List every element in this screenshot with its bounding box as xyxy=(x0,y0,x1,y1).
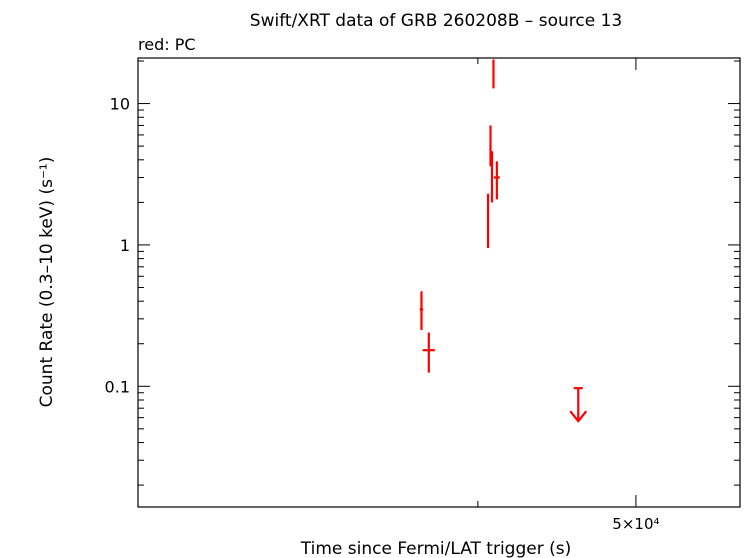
upper-limit-arrow-head xyxy=(569,410,588,423)
plot-frame xyxy=(137,57,741,508)
y-tick-label: 0.1 xyxy=(105,377,130,396)
y-axis-label: Count Rate (0.3–10 keV) (s⁻¹) xyxy=(37,157,57,408)
y-tick-labels: 0.1 1 10 xyxy=(105,95,130,397)
data-point xyxy=(419,291,424,331)
upper-limit xyxy=(569,387,588,423)
data-point xyxy=(490,151,494,203)
x-axis-label: Time since Fermi/LAT trigger (s) xyxy=(300,539,571,558)
axis-ticks xyxy=(138,58,740,507)
data-point xyxy=(422,332,435,373)
data-point xyxy=(493,161,500,200)
x-tick-labels: 5×10⁴ xyxy=(612,515,659,533)
chart-subtitle: red: PC xyxy=(138,35,196,54)
data-point xyxy=(489,125,492,167)
y-tick-label: 1 xyxy=(120,236,130,255)
chart-title: Swift/XRT data of GRB 260208B – source 1… xyxy=(250,11,622,31)
y-tick-label: 10 xyxy=(110,95,130,114)
data-point xyxy=(492,59,495,89)
data-point xyxy=(486,193,490,249)
data-points xyxy=(419,59,588,423)
x-tick-label: 5×10⁴ xyxy=(612,515,659,533)
